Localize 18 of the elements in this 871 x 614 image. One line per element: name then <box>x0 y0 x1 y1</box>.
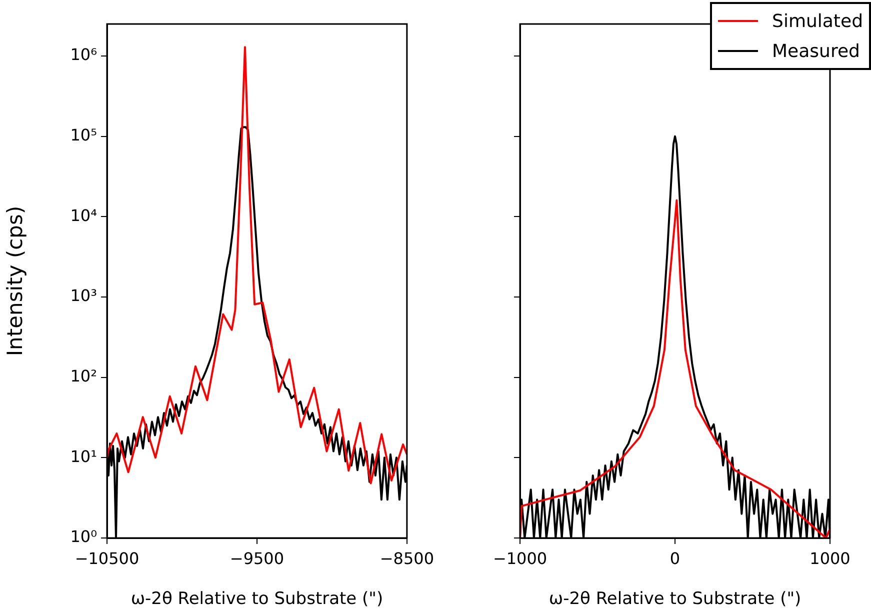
legend-label: Measured <box>772 40 860 62</box>
x-tick-label: −9500 <box>230 548 284 568</box>
x-axis-title: ω-2θ Relative to Substrate (") <box>548 589 802 610</box>
y-tick-label: 10⁴ <box>70 206 97 225</box>
x-tick-label: −1000 <box>492 548 548 568</box>
y-tick-label: 10³ <box>70 286 97 306</box>
y-tick-label: 10² <box>70 366 97 386</box>
x-tick-label: −10500 <box>74 548 140 568</box>
y-axis-title: Intensity (cps) <box>3 206 28 356</box>
x-tick-label: 0 <box>670 548 680 568</box>
y-tick-label: 10⁰ <box>70 527 97 546</box>
x-axis-title: ω-2θ Relative to Substrate (") <box>130 589 384 610</box>
y-tick-label: 10¹ <box>70 446 97 466</box>
y-tick-label: 10⁶ <box>70 45 97 64</box>
legend-label: Simulated <box>772 10 863 32</box>
y-tick-label: 10⁵ <box>70 125 97 144</box>
x-tick-label: −8500 <box>380 548 434 568</box>
x-tick-label: 1000 <box>810 548 850 568</box>
